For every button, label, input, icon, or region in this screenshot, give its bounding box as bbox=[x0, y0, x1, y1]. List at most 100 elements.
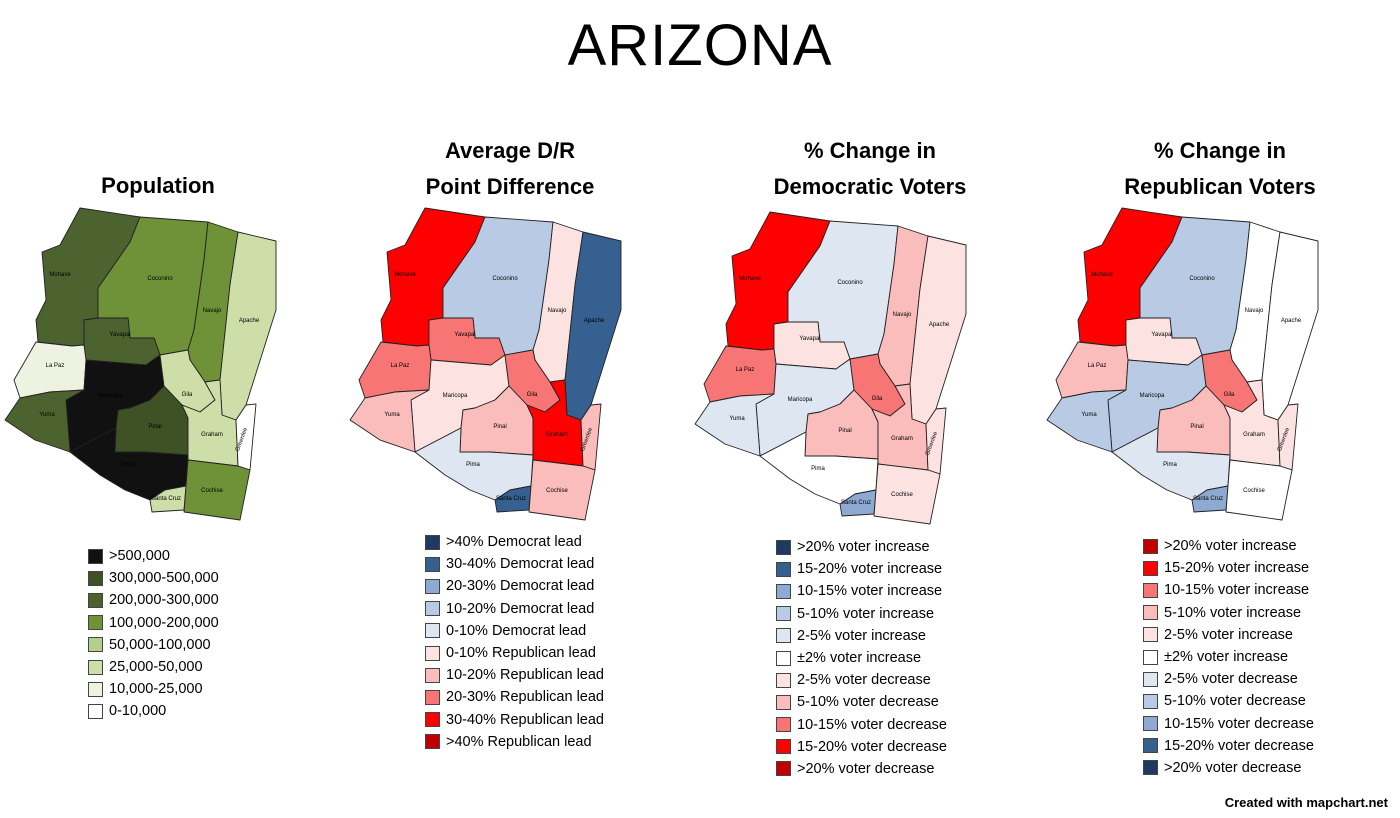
county-cochise[interactable] bbox=[1225, 459, 1293, 521]
legend-swatch bbox=[88, 548, 103, 564]
legend-label: 10-15% voter decrease bbox=[797, 716, 947, 733]
county-label-cochise: Cochise bbox=[546, 488, 568, 494]
county-label-gila: Gila bbox=[182, 392, 193, 398]
county-label-apache: Apache bbox=[929, 322, 950, 328]
county-cochise[interactable] bbox=[528, 459, 596, 521]
legend-item: 10-20% Republican lead bbox=[425, 664, 604, 686]
county-label-pinal: Pinal bbox=[838, 428, 851, 434]
county-la-paz[interactable] bbox=[1055, 341, 1129, 399]
county-cochise[interactable] bbox=[183, 459, 251, 521]
legend-swatch bbox=[425, 645, 440, 661]
legend-item: 300,000-500,000 bbox=[88, 567, 219, 589]
county-label-yuma: Yuma bbox=[39, 412, 55, 418]
county-label-cochise: Cochise bbox=[1243, 488, 1265, 494]
county-label-pinal: Pinal bbox=[1190, 424, 1203, 430]
county-label-graham: Graham bbox=[546, 432, 568, 438]
legend-label: 5-10% voter increase bbox=[797, 605, 935, 622]
panel-title-point-difference: Average D/R Point Difference bbox=[360, 133, 660, 205]
legend-swatch bbox=[776, 583, 791, 599]
county-label-coconino: Coconino bbox=[492, 276, 518, 282]
county-yuma[interactable] bbox=[694, 393, 775, 457]
county-greenlee[interactable] bbox=[580, 403, 602, 471]
legend-item: >20% voter increase bbox=[1143, 535, 1314, 557]
legend-item: 10-15% voter increase bbox=[1143, 579, 1314, 601]
legend-item: >20% voter increase bbox=[776, 536, 947, 558]
legend-item: >40% Republican lead bbox=[425, 731, 604, 753]
county-label-navajo: Navajo bbox=[893, 312, 912, 318]
legend-swatch bbox=[1143, 693, 1158, 709]
panel-title-line: Point Difference bbox=[425, 174, 595, 199]
legend-item: 5-10% voter increase bbox=[776, 603, 947, 625]
legend-item: 15-20% voter increase bbox=[1143, 557, 1314, 579]
legend-swatch bbox=[1143, 582, 1158, 598]
legend-swatch bbox=[776, 694, 791, 710]
county-greenlee[interactable] bbox=[235, 403, 257, 471]
legend-label: 15-20% voter decrease bbox=[1164, 737, 1314, 754]
legend-item: 20-30% Democrat lead bbox=[425, 575, 604, 597]
county-label-gila: Gila bbox=[1224, 392, 1235, 398]
county-label-yuma: Yuma bbox=[384, 412, 400, 418]
county-cochise[interactable] bbox=[873, 463, 941, 525]
county-yuma[interactable] bbox=[349, 389, 430, 453]
legend-swatch bbox=[425, 689, 440, 705]
county-label-graham: Graham bbox=[891, 436, 913, 442]
legend-swatch bbox=[425, 623, 440, 639]
county-label-santa-cruz: Santa Cruz bbox=[1193, 496, 1223, 502]
county-label-gila: Gila bbox=[527, 392, 538, 398]
county-label-la-paz: La Paz bbox=[1088, 363, 1107, 369]
legend-label: >40% Democrat lead bbox=[446, 534, 582, 551]
county-label-pima: Pima bbox=[121, 462, 135, 468]
county-map-rep-change: Mohave Coconino Navajo Apache Yavapai La Paz M… bbox=[1046, 207, 1319, 521]
county-yuma[interactable] bbox=[1046, 389, 1127, 453]
county-label-pima: Pima bbox=[811, 466, 825, 472]
legend-item: 0-10% Democrat lead bbox=[425, 620, 604, 642]
legend-swatch bbox=[88, 615, 103, 631]
legend-item: 15-20% voter decrease bbox=[1143, 735, 1314, 757]
county-label-yuma: Yuma bbox=[729, 416, 745, 422]
county-label-la-paz: La Paz bbox=[391, 363, 410, 369]
county-yuma[interactable] bbox=[4, 389, 85, 453]
county-label-maricopa: Maricopa bbox=[443, 393, 468, 399]
county-greenlee[interactable] bbox=[1277, 403, 1299, 471]
county-la-paz[interactable] bbox=[703, 345, 777, 403]
county-label-coconino: Coconino bbox=[1189, 276, 1215, 282]
legend-swatch bbox=[425, 578, 440, 594]
county-label-apache: Apache bbox=[1281, 318, 1302, 324]
legend-swatch bbox=[425, 734, 440, 750]
county-la-paz[interactable] bbox=[358, 341, 432, 399]
legend-swatch bbox=[1143, 627, 1158, 643]
county-label-santa-cruz: Santa Cruz bbox=[151, 496, 181, 502]
legend-item: 5-10% voter increase bbox=[1143, 602, 1314, 624]
county-label-yavapai: Yavapai bbox=[1151, 332, 1172, 338]
legend-swatch bbox=[425, 556, 440, 572]
county-label-apache: Apache bbox=[239, 318, 260, 324]
legend-label: 2-5% voter decrease bbox=[797, 672, 931, 689]
legend-item: 10,000-25,000 bbox=[88, 678, 219, 700]
legend-label: ±2% voter increase bbox=[797, 650, 922, 667]
legend-swatch bbox=[1143, 649, 1158, 665]
county-label-pinal: Pinal bbox=[493, 424, 506, 430]
legend-label: 10-15% voter decrease bbox=[1164, 715, 1314, 732]
county-label-maricopa: Maricopa bbox=[788, 397, 813, 403]
county-la-paz[interactable] bbox=[13, 341, 87, 399]
legend-label: 30-40% Democrat lead bbox=[446, 556, 595, 573]
legend-label: 0-10,000 bbox=[109, 703, 167, 720]
legend-swatch bbox=[88, 703, 103, 719]
legend-label: >20% voter decrease bbox=[797, 760, 935, 777]
county-label-graham: Graham bbox=[1243, 432, 1265, 438]
county-label-yuma: Yuma bbox=[1081, 412, 1097, 418]
legend-swatch bbox=[1143, 760, 1158, 776]
county-greenlee[interactable] bbox=[925, 407, 947, 475]
legend-swatch bbox=[88, 681, 103, 697]
county-label-la-paz: La Paz bbox=[46, 363, 65, 369]
legend-item: 5-10% voter decrease bbox=[776, 691, 947, 713]
legend-item: 30-40% Republican lead bbox=[425, 709, 604, 731]
panel-title-line: Population bbox=[101, 173, 215, 198]
legend-label: 10-15% voter increase bbox=[797, 583, 943, 600]
legend-label: 20-30% Democrat lead bbox=[446, 578, 595, 595]
legend-label: 20-30% Republican lead bbox=[446, 689, 604, 706]
county-label-navajo: Navajo bbox=[1245, 308, 1264, 314]
legend-item: 0-10,000 bbox=[88, 700, 219, 722]
legend-item: 10-15% voter decrease bbox=[776, 714, 947, 736]
legend-label: 15-20% voter decrease bbox=[797, 738, 947, 755]
